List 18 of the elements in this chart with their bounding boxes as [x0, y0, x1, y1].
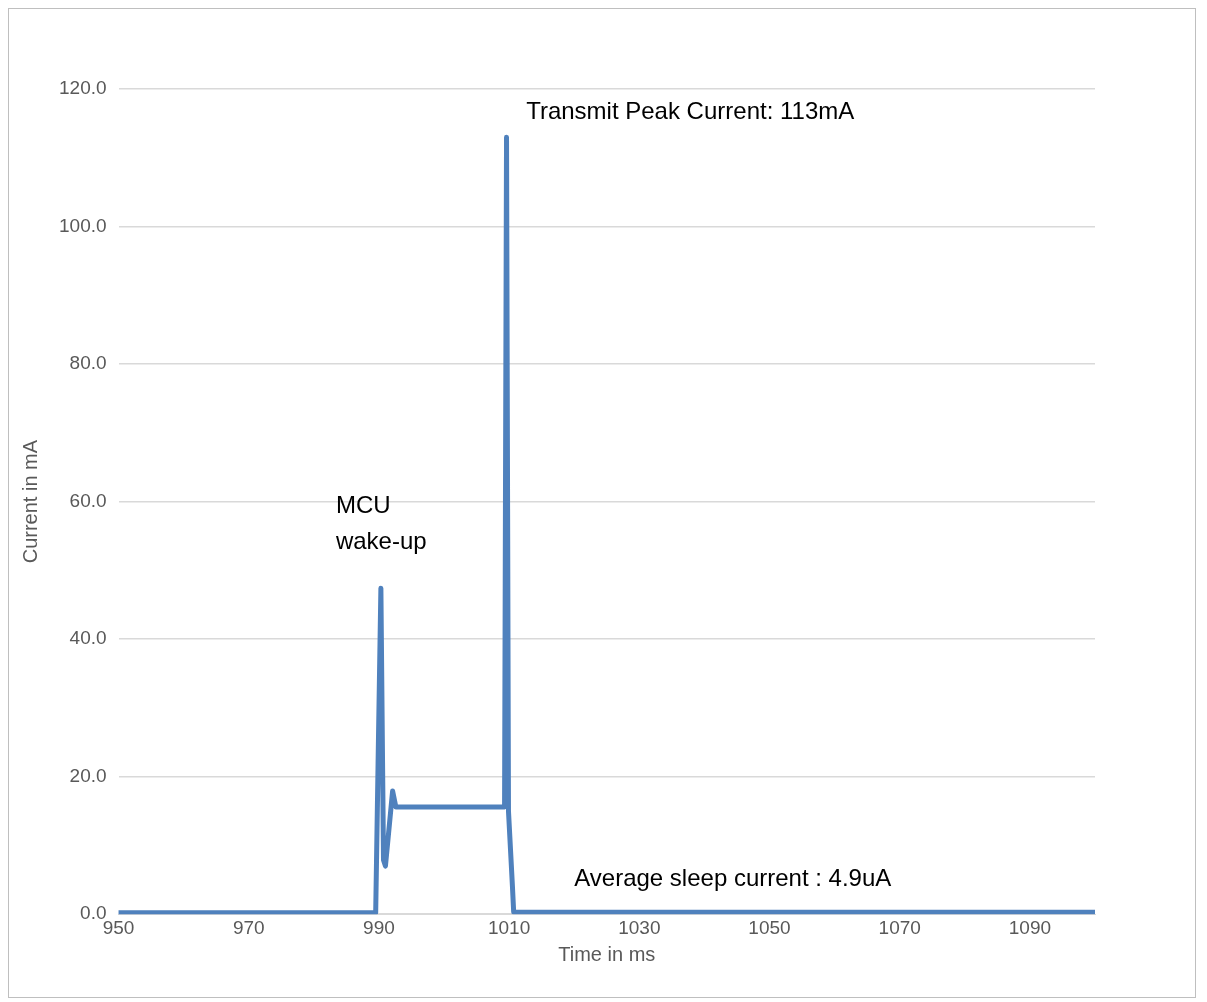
y-tick-label: 80.0 — [69, 352, 107, 374]
x-tick-label: 1030 — [618, 916, 661, 938]
x-tick-label: 1070 — [878, 916, 921, 938]
y-tick-label: 100.0 — [59, 214, 107, 236]
x-tick-label: 970 — [232, 916, 265, 938]
annotation: Average sleep current : 4.9uA — [574, 864, 892, 892]
x-tick-label: 990 — [363, 916, 395, 938]
x-axis-title: Time in ms — [558, 942, 656, 965]
annotation: MCU wake-up — [334, 491, 427, 555]
y-tick-label: 120.0 — [59, 77, 107, 99]
x-tick-label: 1050 — [748, 916, 791, 938]
y-tick-label: 60.0 — [69, 489, 107, 511]
annotation: Transmit Peak Current: 113mA — [526, 97, 855, 125]
y-axis-title: Current in mA — [18, 439, 41, 564]
y-tick-label: 40.0 — [69, 627, 107, 649]
y-tick-label: 20.0 — [69, 764, 107, 786]
x-tick-label: 1090 — [1008, 916, 1052, 938]
x-tick-label: 1010 — [487, 916, 531, 938]
